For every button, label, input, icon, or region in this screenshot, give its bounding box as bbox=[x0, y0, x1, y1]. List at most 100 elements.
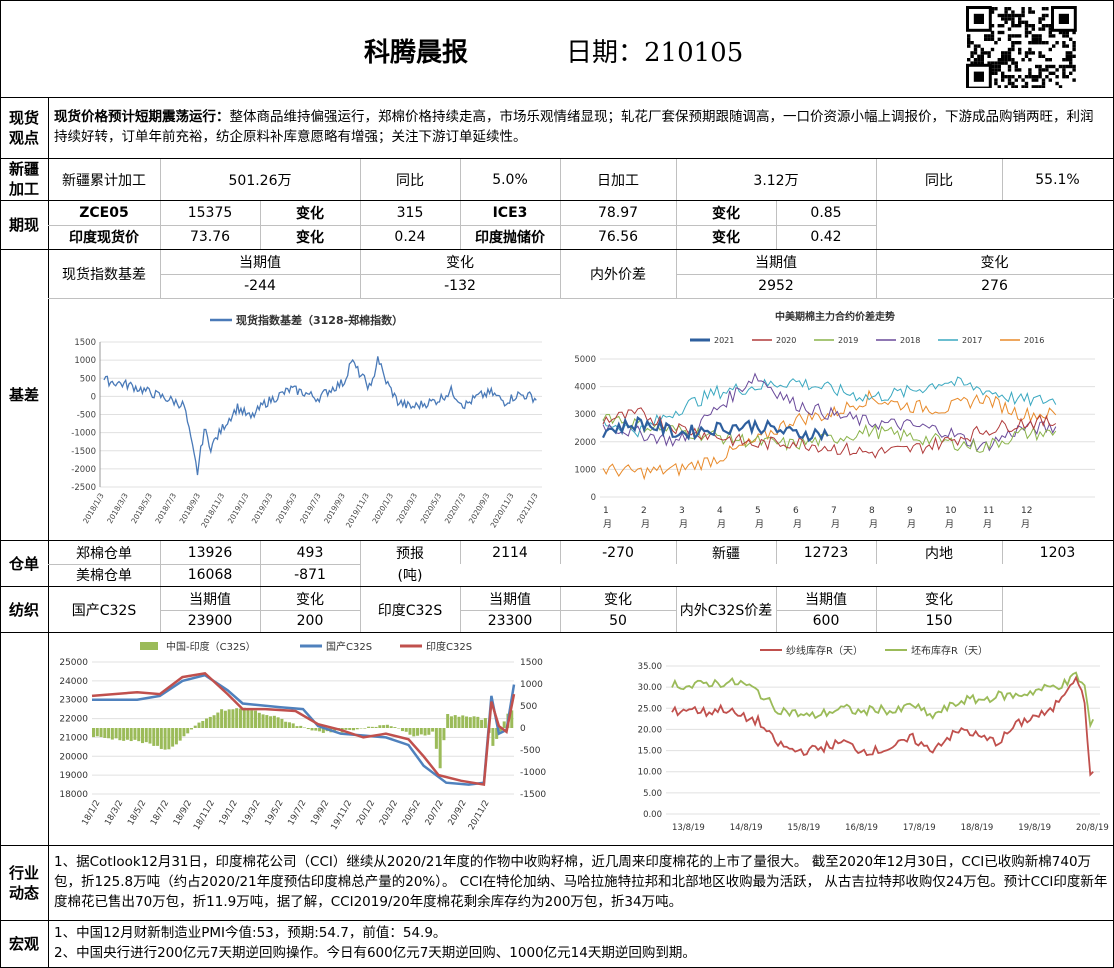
yarn-spread-bar bbox=[306, 728, 310, 730]
yarn-spread-bar bbox=[189, 728, 193, 730]
spread-chart: 中美期棉主力合约价差走势 2021 2020 2019 2018 2017 2016 50… bbox=[574, 310, 1095, 530]
india-reserve-change: 0.42 bbox=[810, 229, 842, 245]
yarn-spread-bar bbox=[122, 728, 126, 741]
inventory-x-tick: 19/8/19 bbox=[1018, 823, 1051, 833]
report-header: 科腾晨报 日期：210105 bbox=[0, 0, 1114, 97]
yarn-spread-bar bbox=[367, 726, 371, 728]
yarn-spread-bar bbox=[171, 728, 175, 747]
yarn-y-left-tick: 23000 bbox=[59, 696, 88, 706]
spot-basis-x-tick: 2018/9/3 bbox=[178, 491, 203, 525]
section-label-warehouse: 仓单 bbox=[8, 554, 39, 573]
yarn-x-tick: 19/11/2 bbox=[329, 799, 354, 832]
spread-title: 中美期棉主力合约价差走势 bbox=[775, 310, 895, 323]
yarn-spread-bar bbox=[472, 716, 476, 728]
spread-x-tick: 3 bbox=[679, 506, 685, 516]
forecast-change: -270 bbox=[602, 544, 634, 561]
xinjiang-wh-label: 新疆 bbox=[712, 545, 740, 562]
inventory-x-tick: 16/8/19 bbox=[845, 823, 878, 833]
xj-daily-yoy-label: 同比 bbox=[925, 172, 953, 189]
yarn-spread-bar bbox=[223, 710, 227, 728]
yarn-y-right-tick: -1500 bbox=[520, 790, 546, 800]
spot-basis-x-tick: 2021/1/3 bbox=[515, 491, 540, 525]
spread-c32s-change: 150 bbox=[925, 613, 953, 629]
yarn-x-tick: 19/5/2 bbox=[263, 799, 285, 828]
spread-x-unit: 月 bbox=[907, 519, 916, 530]
spot-basis-x-tick: 2019/3/3 bbox=[250, 491, 275, 525]
yarn-spread-bar bbox=[250, 710, 254, 728]
inland-wh-label: 内地 bbox=[925, 545, 953, 562]
cn-c32s-change-label: 变化 bbox=[296, 591, 324, 608]
spread-y-tick: 1000 bbox=[574, 465, 596, 475]
zce05-label: ZCE05 bbox=[79, 205, 129, 221]
spread-x-tick: 4 bbox=[717, 506, 723, 516]
spread-x-unit: 月 bbox=[679, 519, 688, 530]
spread-legend-item: 2020 bbox=[776, 336, 796, 345]
yarn-spread-bar bbox=[231, 709, 235, 728]
ice3-label: ICE3 bbox=[492, 205, 528, 221]
yarn-spread-bar bbox=[348, 728, 352, 730]
yarn-spread-bar bbox=[269, 716, 273, 728]
unit-label: (吨) bbox=[397, 568, 423, 584]
yarn-spread-bar bbox=[287, 722, 291, 728]
yarn-spread-bar bbox=[427, 728, 431, 735]
spot-basis-x-tick: 2018/5/3 bbox=[129, 491, 154, 525]
yarn-y-left-tick: 24000 bbox=[59, 677, 88, 687]
yarn-spread-bar bbox=[438, 728, 442, 769]
spread-legend-item: 2018 bbox=[900, 336, 920, 345]
yarn-spread-bar bbox=[363, 728, 367, 729]
spot-basis-x-tick: 2020/11/3 bbox=[489, 491, 516, 529]
india-spot-label: 印度现货价 bbox=[69, 230, 139, 246]
yarn-spread-bar bbox=[468, 717, 472, 728]
spread-x-tick: 9 bbox=[907, 506, 913, 516]
spread-x-unit: 月 bbox=[983, 519, 992, 530]
spread-legend-item: 2021 bbox=[714, 336, 734, 345]
yarn-y-left-tick: 20000 bbox=[59, 752, 88, 762]
yarn-spread-bar bbox=[107, 728, 111, 739]
basis-current-value: -244 bbox=[244, 278, 276, 294]
spread-series-line bbox=[602, 372, 1057, 452]
inventory-y-tick: 20.00 bbox=[638, 725, 662, 735]
yarn-spread-bar bbox=[480, 719, 484, 728]
yarn-spread-bar bbox=[408, 728, 412, 735]
yarn-y-left-tick: 22000 bbox=[59, 715, 88, 725]
xj-yoy-value: 5.0% bbox=[492, 171, 528, 188]
yarn-spread-bar bbox=[95, 728, 99, 737]
report-date: 日期：210105 bbox=[566, 38, 744, 68]
spot-basis-x-tick: 2019/7/3 bbox=[298, 491, 323, 525]
spread-x-tick: 10 bbox=[945, 506, 957, 516]
inventory-y-tick: 30.00 bbox=[638, 683, 662, 693]
basis-inout-change-value: 276 bbox=[981, 278, 1008, 294]
yarn-spread-bar bbox=[355, 728, 359, 730]
in-c32s-change-label: 变化 bbox=[604, 591, 632, 608]
yarn-y-right-tick: 500 bbox=[520, 702, 537, 712]
yarn-y-right-tick: -1000 bbox=[520, 768, 546, 778]
inventory-x-tick: 20/8/19 bbox=[1076, 823, 1109, 833]
yarn-spread-bar bbox=[385, 724, 389, 728]
ice3-change-label: 变化 bbox=[712, 206, 740, 222]
india-spot-change-label: 变化 bbox=[296, 230, 324, 246]
spot-basis-x-tick: 2020/5/3 bbox=[419, 491, 444, 525]
inventory-y-tick: 25.00 bbox=[638, 704, 662, 714]
yarn-x-tick: 18/1/2 bbox=[80, 799, 102, 828]
yarn-spread-bar bbox=[491, 728, 495, 746]
yarn-spread-bar bbox=[148, 728, 152, 744]
spread-x-unit: 月 bbox=[945, 519, 954, 530]
us-wh-label: 美棉仓单 bbox=[76, 568, 132, 584]
forecast-value: 2114 bbox=[492, 544, 528, 561]
basis-inout-change-label: 变化 bbox=[980, 255, 1009, 271]
yarn-spread-bar bbox=[389, 726, 393, 728]
yarn-spread-bar bbox=[446, 714, 450, 728]
spread-x-tick: 8 bbox=[869, 506, 875, 516]
spread-c32s-value: 600 bbox=[812, 613, 840, 629]
yarn-spread-bar bbox=[442, 728, 446, 741]
spread-x-unit: 月 bbox=[717, 519, 726, 530]
zce05-value: 15375 bbox=[187, 205, 233, 221]
yarn-y-right-tick: 0 bbox=[520, 724, 526, 734]
cn-c32s-value: 23900 bbox=[187, 613, 233, 629]
yarn-spread-bar bbox=[272, 715, 276, 728]
spot-basis-y-tick: -1000 bbox=[71, 429, 96, 439]
yarn-spread-bar bbox=[235, 708, 239, 728]
xj-yoy-label: 同比 bbox=[396, 172, 424, 189]
india-reserve-change-label: 变化 bbox=[712, 230, 740, 246]
yarn-spread-bar bbox=[186, 728, 190, 734]
